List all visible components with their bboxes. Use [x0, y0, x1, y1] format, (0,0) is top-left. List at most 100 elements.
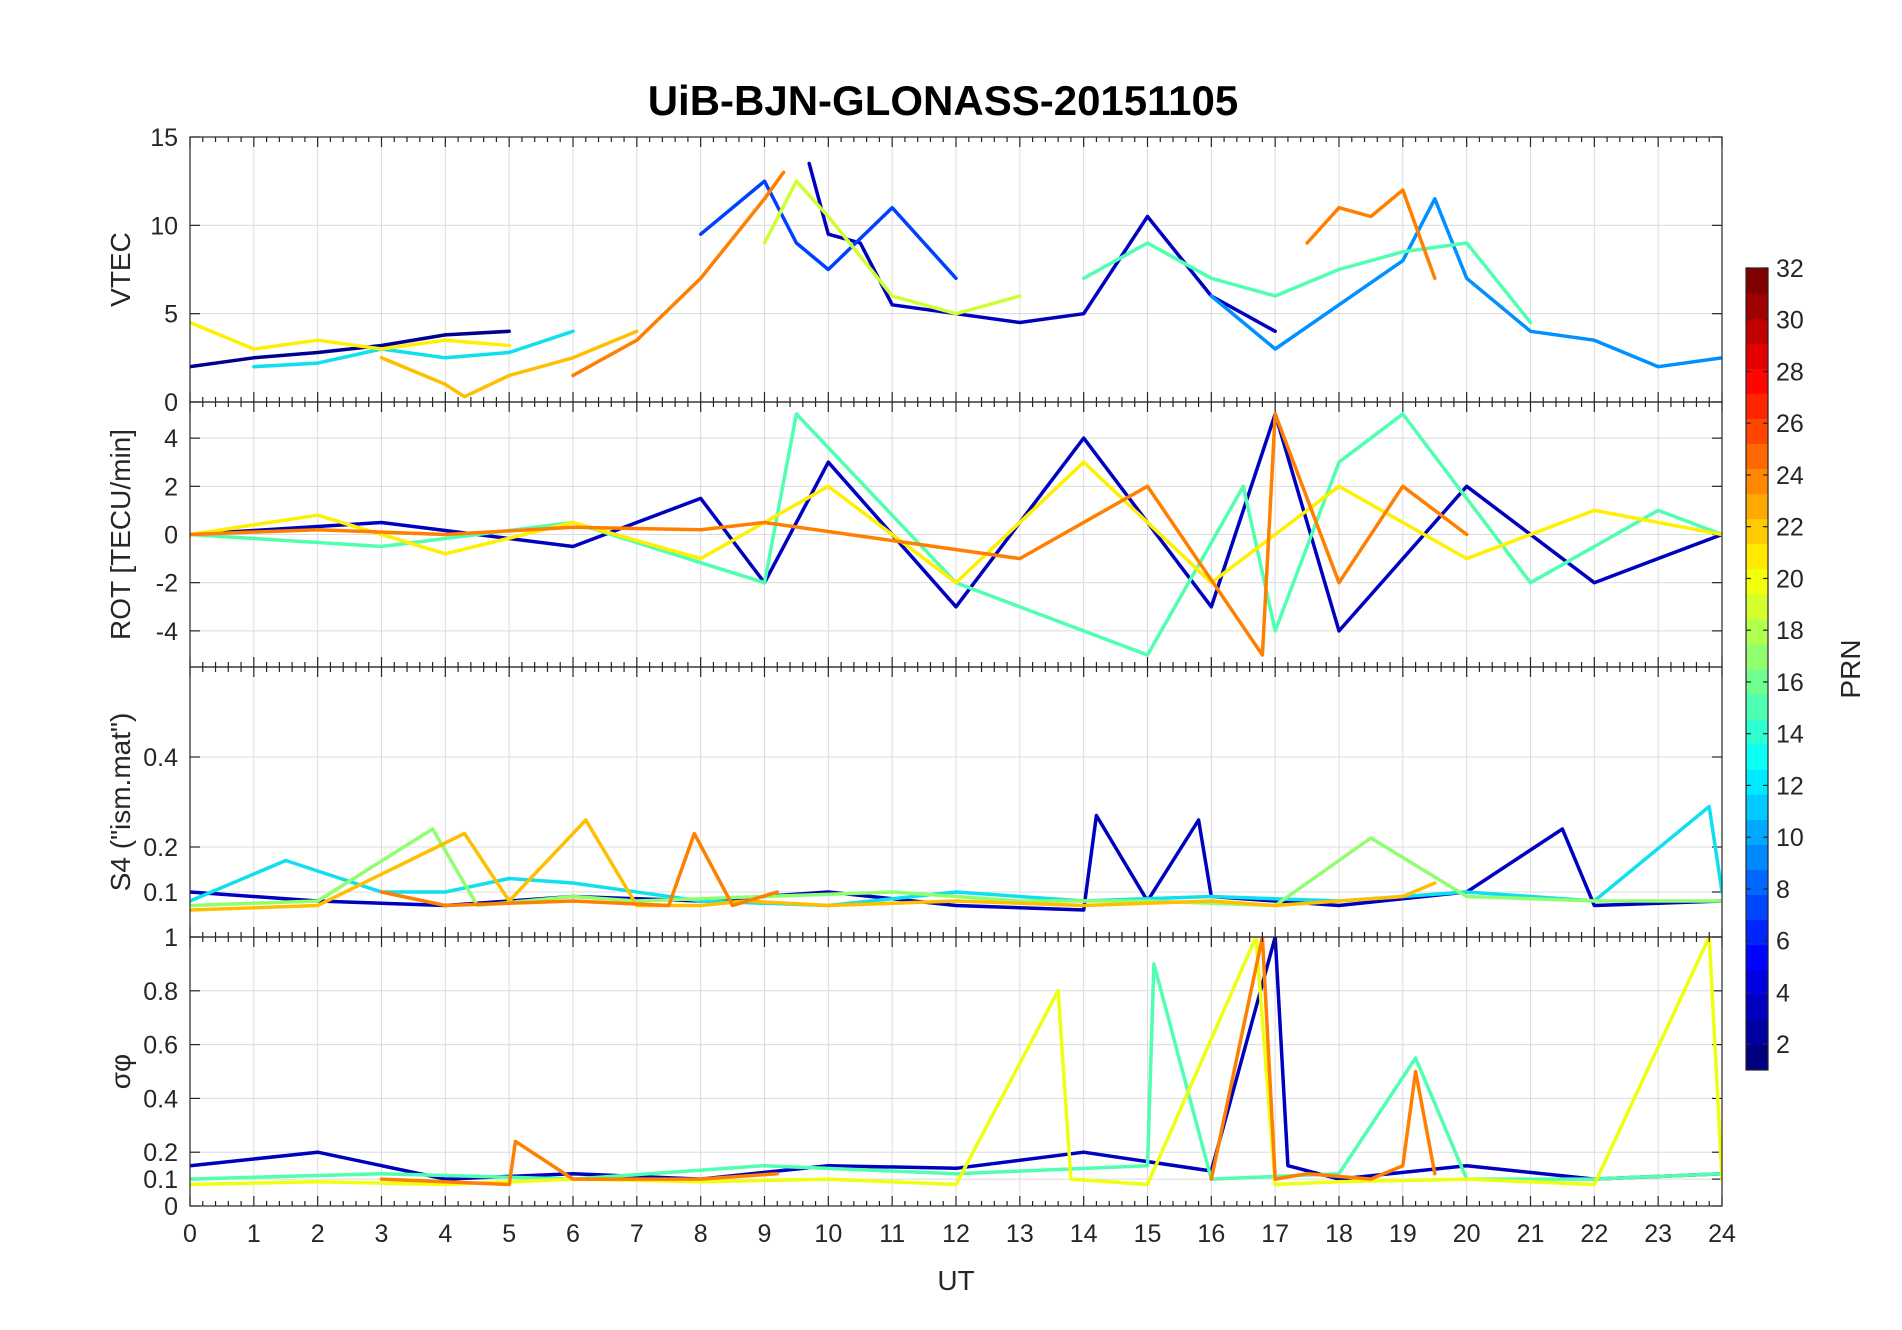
y-tick-label: 0.6	[143, 1032, 178, 1060]
y-tick-label: 0.4	[143, 744, 178, 772]
y-tick-label: 0.1	[143, 1166, 178, 1194]
colorbar-segment	[1746, 493, 1768, 520]
colorbar-tick-label: 30	[1776, 307, 1804, 335]
colorbar-segment	[1746, 969, 1768, 996]
series-line-prn-3	[807, 161, 1277, 334]
colorbar-segment	[1746, 368, 1768, 394]
colorbar-tick-label: 12	[1776, 772, 1804, 800]
colorbar-tick-label: 20	[1776, 565, 1804, 593]
series-group	[190, 937, 1722, 1187]
colorbar-segment	[1746, 994, 1768, 1021]
x-tick-label: 10	[814, 1220, 842, 1248]
x-tick-label: 0	[183, 1220, 197, 1248]
colorbar-segment	[1746, 894, 1768, 921]
colorbar-segment	[1746, 694, 1768, 720]
x-tick-label: 21	[1517, 1220, 1545, 1248]
colorbar-tick-label: 28	[1776, 358, 1804, 386]
x-tick-label: 1	[247, 1220, 261, 1248]
x-tick-label: 17	[1261, 1220, 1289, 1248]
colorbar-segment	[1746, 794, 1768, 820]
x-tick-label: 7	[630, 1220, 644, 1248]
colorbar-segment	[1746, 643, 1768, 670]
series-group	[190, 161, 1722, 399]
x-tick-label: 3	[375, 1220, 389, 1248]
colorbar-segment	[1746, 518, 1768, 545]
y-axis-label: σφ	[105, 1054, 136, 1089]
colorbar-segment	[1746, 769, 1768, 795]
colorbar-segment	[1746, 393, 1768, 419]
y-tick-label: 15	[150, 124, 178, 152]
x-tick-label: 24	[1708, 1220, 1736, 1248]
colorbar-segment	[1746, 1044, 1768, 1071]
colorbar-tick-label: 26	[1776, 410, 1804, 438]
y-tick-label: 0	[164, 522, 178, 550]
x-tick-label: 20	[1453, 1220, 1481, 1248]
chart-title: UiB-BJN-GLONASS-20151105	[648, 77, 1239, 124]
series-line-prn-24	[379, 831, 780, 908]
colorbar-tick-label: 14	[1776, 721, 1804, 749]
y-tick-label: 0.1	[143, 879, 178, 907]
colorbar-tick-label: 22	[1776, 514, 1804, 542]
colorbar-segment	[1746, 318, 1768, 344]
series-line-prn-21	[190, 320, 511, 351]
x-axis-label: UT	[937, 1265, 974, 1296]
panel-4: 00.10.2 0.4 0.6 0.8 1 σφ	[105, 924, 1723, 1221]
colorbar-frame	[1745, 267, 1769, 1071]
y-tick-label: -2	[156, 570, 178, 598]
x-tick-label: 5	[502, 1220, 516, 1248]
colorbar-tick-label: 18	[1776, 617, 1804, 645]
y-tick-label: -4	[156, 618, 178, 646]
y-tick-label: 0	[164, 389, 178, 417]
colorbar-tick-label: 8	[1776, 876, 1790, 904]
colorbar-label: PRN	[1835, 639, 1866, 698]
series-line-prn-24	[571, 170, 786, 378]
x-tick-label: 22	[1580, 1220, 1608, 1248]
panel-2: -4 -2 0 2 4 ROT [TECU/min]	[105, 401, 1723, 668]
series-line-prn-12	[252, 329, 575, 369]
y-axis-label: ROT [TECU/min]	[105, 429, 136, 640]
x-tick-label: 15	[1134, 1220, 1162, 1248]
colorbar-segment	[1746, 268, 1768, 294]
colorbar-tick-label: 6	[1776, 928, 1790, 956]
series-line-prn-21	[190, 460, 1722, 585]
y-tick-label: 10	[150, 212, 178, 240]
colorbar-tick-label: 10	[1776, 824, 1804, 852]
series-line-prn-22	[379, 329, 639, 399]
colorbar-segment	[1746, 418, 1768, 444]
colorbar-segment	[1746, 593, 1768, 620]
y-tick-label: 4	[164, 425, 178, 453]
y-tick-label: 0.2	[143, 1139, 178, 1167]
x-tick-label: 18	[1325, 1220, 1353, 1248]
panel-3: 0.1 0.2 0.4S4 ("ism.mat")	[105, 666, 1723, 938]
y-tick-label: 1	[164, 924, 178, 952]
colorbar-segment	[1746, 719, 1768, 745]
colorbar-tick-label: 4	[1776, 979, 1790, 1007]
colorbar-segment	[1746, 543, 1768, 570]
colorbar-segment	[1746, 443, 1768, 469]
colorbar-tick-label: 32	[1776, 255, 1804, 283]
y-tick-label: 5	[164, 301, 178, 329]
series-group	[190, 804, 1722, 912]
colorbar-segment	[1746, 919, 1768, 946]
x-tick-label: 19	[1389, 1220, 1417, 1248]
x-tick-label: 2	[311, 1220, 325, 1248]
series-line-prn-19	[762, 179, 1022, 316]
x-tick-label: 4	[438, 1220, 452, 1248]
x-tick-label: 11	[879, 1220, 905, 1248]
colorbar-segment	[1746, 844, 1768, 870]
series-line-prn-24	[190, 412, 1469, 657]
series-line-prn-20	[190, 937, 1722, 1187]
colorbar-tick-label: 24	[1776, 462, 1804, 490]
series-line-prn-24	[379, 1139, 780, 1187]
colorbar-segment	[1746, 744, 1768, 770]
colorbar-segment	[1746, 468, 1768, 495]
x-tick-label: 23	[1644, 1220, 1672, 1248]
y-axis-label: VTEC	[105, 232, 136, 307]
x-tick-label: 9	[758, 1220, 772, 1248]
y-axis-label: S4 ("ism.mat")	[105, 713, 136, 892]
y-tick-label: 0	[164, 1193, 178, 1221]
colorbar-tick-label: 2	[1776, 1031, 1790, 1059]
